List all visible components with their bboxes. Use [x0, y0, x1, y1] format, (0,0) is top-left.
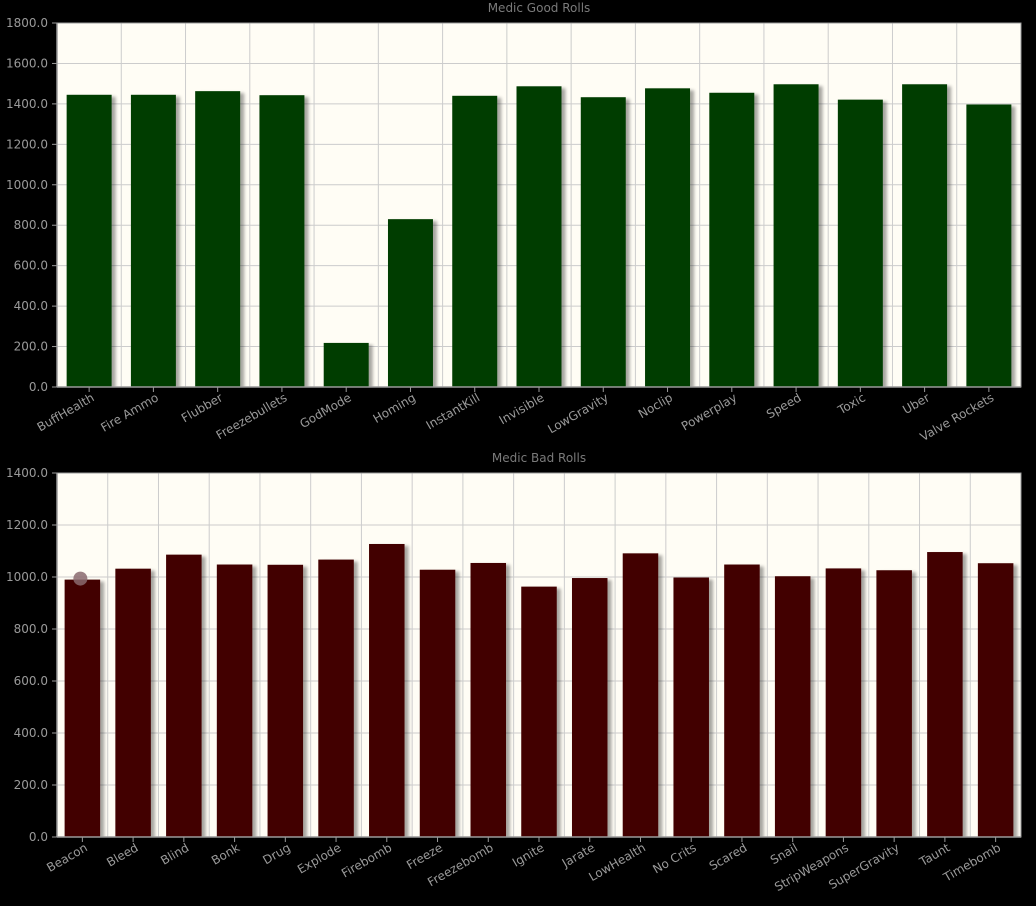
y-tick-label: 0.0 — [29, 830, 48, 844]
x-tick-label: LowGravity — [545, 390, 610, 436]
y-tick-label: 1200.0 — [6, 137, 48, 151]
highlight-marker — [73, 571, 88, 586]
bar-uber — [902, 84, 948, 388]
bar-noclip — [645, 88, 691, 387]
bar-godmode — [323, 342, 369, 387]
y-tick-label: 600.0 — [14, 259, 48, 273]
x-tick-label: BuffHealth — [35, 390, 97, 434]
bar-toxic — [837, 99, 883, 388]
bar-flubber — [195, 91, 241, 387]
charts-layer: Medic Good Rolls 0.0 200.0 400.0 600.0 800.0 1… — [6, 1, 1022, 894]
x-tick-label: Invisible — [497, 390, 547, 427]
chart-title: Medic Bad Rolls — [492, 451, 586, 465]
y-tick-label: 1400.0 — [6, 97, 48, 111]
x-tick-label: LowHealth — [586, 840, 648, 884]
bar-ignite — [521, 586, 557, 837]
bar-bleed — [115, 568, 151, 837]
bar-jarate — [571, 578, 608, 837]
x-tick-label: InstantKill — [424, 390, 483, 432]
x-tick-label: Toxic — [835, 390, 868, 417]
x-tick-label: Blind — [158, 840, 191, 867]
bar-stripweapons — [825, 568, 862, 837]
bar-bonk — [216, 564, 253, 837]
x-tick-label: No Crits — [650, 840, 698, 876]
x-tick-label: Uber — [900, 390, 932, 417]
plot-border — [56, 472, 1022, 838]
bar-powerplay — [709, 92, 755, 388]
y-tick-label: 600.0 — [14, 674, 48, 688]
y-tick-label: 1600.0 — [6, 56, 48, 70]
y-tick-label: 1800.0 — [6, 16, 48, 30]
x-tick-label: Timebomb — [940, 840, 1003, 884]
bar-firebomb — [369, 543, 405, 837]
x-tick-label: Homing — [371, 390, 418, 425]
y-tick-label: 0.0 — [29, 380, 48, 394]
y-tick-label: 400.0 — [14, 726, 48, 740]
bar-no-crits — [673, 577, 709, 837]
bar-homing — [387, 219, 433, 387]
bar-lowhealth — [622, 553, 659, 837]
chart-0: Medic Good Rolls 0.0 200.0 400.0 600.0 800.0 1… — [6, 1, 1022, 444]
bar-speed — [773, 84, 819, 388]
y-tick-label: 1400.0 — [6, 466, 48, 480]
x-tick-label: Fire Ammo — [98, 390, 161, 434]
x-tick-label: Explode — [295, 840, 344, 876]
x-tick-label: Freeze — [404, 840, 445, 872]
y-tick-label: 200.0 — [14, 340, 48, 354]
plot-border — [56, 22, 1022, 388]
x-tick-label: Taunt — [916, 840, 952, 869]
bar-scared — [724, 564, 760, 837]
bar-blind — [166, 554, 202, 837]
x-tick-label: Freezebullets — [214, 390, 290, 442]
x-tick-label: Jarate — [559, 840, 597, 870]
y-tick-label: 400.0 — [14, 299, 48, 313]
bar-supergravity — [876, 570, 912, 837]
y-tick-label: 800.0 — [14, 218, 48, 232]
x-tick-label: Powerplay — [679, 390, 739, 433]
x-tick-label: Bonk — [209, 840, 242, 867]
bar-buffhealth — [66, 94, 112, 388]
x-tick-label: Bleed — [104, 840, 140, 869]
bar-timebomb — [977, 563, 1014, 837]
bar-freezebomb — [470, 562, 507, 837]
x-tick-label: Firebomb — [339, 840, 394, 880]
x-tick-label: Drug — [260, 840, 292, 867]
bar-beacon — [64, 579, 101, 837]
x-tick-label: Ignite — [510, 840, 547, 869]
x-tick-label: GodMode — [297, 390, 353, 431]
y-tick-label: 1000.0 — [6, 570, 48, 584]
x-tick-label: Speed — [764, 390, 804, 421]
x-tick-label: Scared — [707, 840, 750, 873]
chart-1: Medic Bad Rolls 0.0 200.0 400.0 600.0 800.0 10… — [6, 451, 1022, 894]
bar-snail — [774, 576, 811, 837]
bar-fire-ammo — [130, 94, 176, 388]
bar-freezebullets — [259, 95, 305, 388]
x-tick-label: Snail — [768, 840, 800, 867]
bar-freeze — [419, 569, 456, 837]
bar-lowgravity — [580, 97, 626, 388]
y-tick-label: 1200.0 — [6, 518, 48, 532]
y-tick-label: 200.0 — [14, 778, 48, 792]
x-tick-label: Flubber — [179, 390, 225, 425]
bar-drug — [267, 564, 304, 837]
bar-valve-rockets — [966, 104, 1012, 388]
bar-taunt — [927, 552, 963, 837]
y-tick-label: 800.0 — [14, 622, 48, 636]
chart-title: Medic Good Rolls — [488, 1, 591, 15]
x-tick-label: Beacon — [44, 840, 90, 874]
y-tick-label: 1000.0 — [6, 178, 48, 192]
x-tick-label: Noclip — [636, 390, 675, 421]
bar-instantkill — [452, 95, 498, 388]
bar-explode — [318, 559, 354, 837]
bar-invisible — [516, 86, 562, 387]
